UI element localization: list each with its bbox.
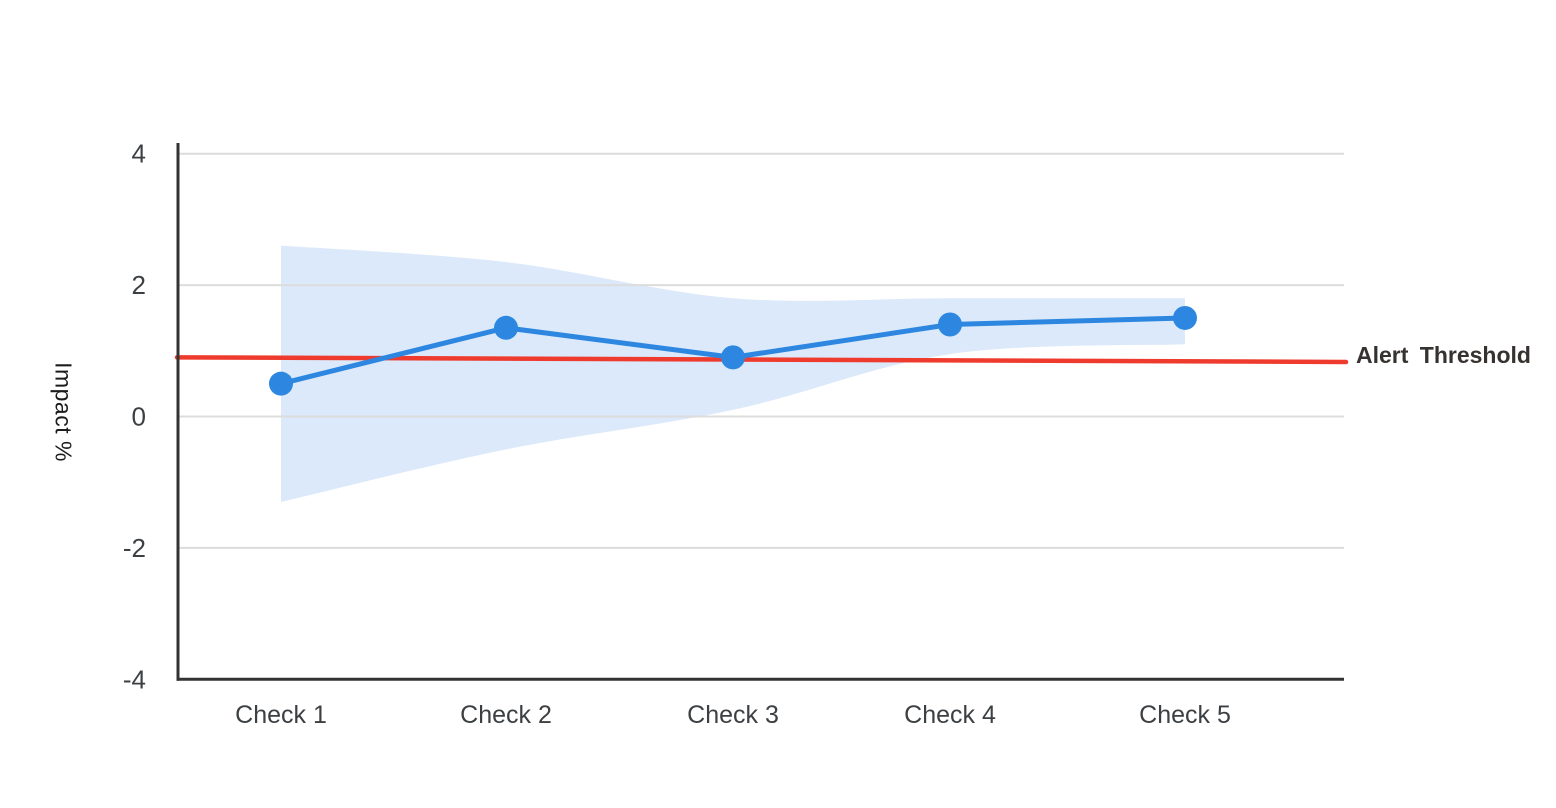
x-tick-label-check-4: Check 4 [904, 701, 996, 729]
data-point-check-4[interactable] [938, 312, 962, 337]
y-tick-label--4: -4 [123, 664, 146, 694]
y-tick-label-2: 2 [132, 270, 146, 300]
data-point-check-5[interactable] [1173, 305, 1197, 330]
x-tick-label-check-5: Check 5 [1139, 701, 1231, 729]
y-axis-title: Impact % [50, 362, 77, 462]
alert-threshold-label: Alert Threshold [1356, 342, 1531, 368]
confidence-band [281, 245, 1185, 502]
data-point-check-3[interactable] [721, 345, 745, 370]
alert-threshold-line [174, 355, 1349, 365]
x-tick-label-check-1: Check 1 [235, 701, 327, 729]
x-tick-label-check-3: Check 3 [687, 701, 779, 729]
y-tick-label-4: 4 [132, 139, 146, 169]
y-tick-label--2: -2 [123, 533, 146, 563]
y-tick-label-0: 0 [132, 402, 146, 432]
data-point-check-1[interactable] [269, 371, 293, 396]
x-tick-label-check-2: Check 2 [460, 701, 552, 729]
data-point-check-2[interactable] [494, 315, 518, 340]
